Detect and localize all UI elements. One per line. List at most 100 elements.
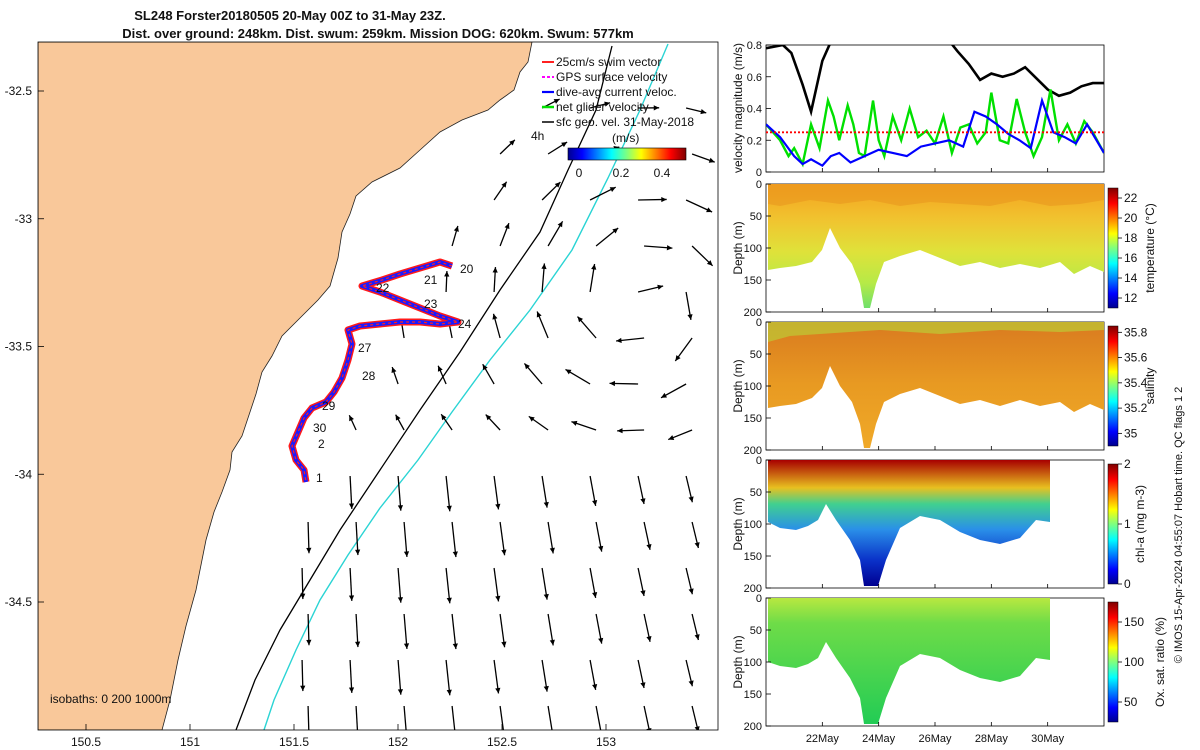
velocity-arrowhead bbox=[706, 260, 713, 266]
temperature-ticks: 0 50 100 150 200 12 14 16 18 20 22 bbox=[744, 179, 1138, 319]
velocity-arrow bbox=[499, 613, 506, 648]
velocity-arrowhead bbox=[653, 105, 660, 111]
oxygen-section bbox=[768, 598, 1050, 724]
date-tick: 24May bbox=[862, 733, 896, 745]
velocity-arrow bbox=[355, 521, 359, 556]
velocity-arrowhead bbox=[541, 263, 547, 270]
depth-tick: 150 bbox=[744, 413, 762, 425]
velocity-arrowhead bbox=[612, 228, 619, 234]
depth-tick: 50 bbox=[750, 349, 762, 361]
velocity-arrowhead bbox=[306, 547, 312, 554]
cbar-tick: 150 bbox=[1124, 615, 1144, 629]
depth-tick: 0 bbox=[756, 455, 762, 467]
figure-title-line1: SL248 Forster20180505 20-May 00Z to 31-M… bbox=[134, 8, 445, 23]
velocity-arrowhead bbox=[397, 505, 404, 511]
isobath-200m bbox=[235, 45, 613, 730]
map-lon-tick: 150.5 bbox=[71, 735, 101, 749]
velocity-arrowhead bbox=[536, 311, 542, 318]
track-day-label: 2 bbox=[318, 437, 325, 451]
cbar-tick: 35 bbox=[1124, 426, 1138, 440]
velocity-arrow bbox=[307, 705, 310, 730]
depth-tick: 150 bbox=[744, 689, 762, 701]
salinity-ticks: 0 50 100 150 200 35 35.2 35.4 35.6 35.8 bbox=[744, 317, 1148, 457]
figure-title-line2: Dist. over ground: 248km. Dist. swum: 25… bbox=[122, 26, 634, 41]
chla-panel: 0 50 100 150 200 0 1 2 Depth (m) chl-a (mg m-3) bbox=[731, 455, 1147, 595]
cbar-tick: 18 bbox=[1124, 231, 1138, 245]
velocity-arrowhead bbox=[565, 369, 572, 375]
velocity-arrowhead bbox=[549, 639, 555, 646]
velocity-arrowhead bbox=[355, 549, 361, 556]
temperature-ylabel: Depth (m) bbox=[731, 221, 745, 274]
velocity-arrowhead bbox=[688, 588, 694, 595]
legend-4h-label: 4h bbox=[531, 129, 544, 143]
map-lon-tick: 151.5 bbox=[279, 735, 309, 749]
velocity-arrowhead bbox=[646, 635, 652, 642]
velocity-arrowhead bbox=[592, 500, 598, 506]
velocity-arrowhead bbox=[495, 503, 501, 510]
legend-swim-vector: 25cm/s swim vector bbox=[556, 55, 661, 69]
velocity-y-tick: 0.4 bbox=[747, 104, 762, 116]
velocity-arrowhead bbox=[397, 689, 404, 695]
velocity-arrowhead bbox=[528, 416, 535, 422]
velocity-arrowhead bbox=[355, 641, 361, 648]
chla-cbar-label: chl-a (mg m-3) bbox=[1133, 485, 1147, 563]
salinity-ylabel: Depth (m) bbox=[731, 359, 745, 412]
velocity-y-tick: 0 bbox=[756, 167, 762, 179]
velocity-arrowhead bbox=[609, 380, 615, 387]
depth-tick: 200 bbox=[744, 583, 762, 595]
depth-tick: 0 bbox=[756, 317, 762, 329]
velocity-arrow bbox=[355, 613, 359, 648]
depth-tick: 100 bbox=[744, 519, 762, 531]
velocity-arrowhead bbox=[687, 314, 693, 320]
colorbar-tick-0: 0 bbox=[576, 166, 583, 180]
velocity-arrowhead bbox=[501, 181, 507, 188]
track-day-label: 29 bbox=[322, 399, 336, 413]
cbar-tick: 35.6 bbox=[1124, 351, 1148, 365]
colorbar-tick-2: 0.4 bbox=[654, 166, 671, 180]
velocity-arrowhead bbox=[452, 643, 458, 650]
velocity-arrow bbox=[547, 705, 553, 730]
velocity-arrowhead bbox=[543, 593, 549, 600]
map-axis-ticks: 150.5 151 151.5 152 152.5 153 -32.5 -33 -33.5 -34… bbox=[5, 84, 617, 749]
cbar-tick: 100 bbox=[1124, 655, 1144, 669]
velocity-arrowhead bbox=[453, 225, 459, 232]
cbar-tick: 0 bbox=[1124, 577, 1131, 591]
cbar-tick: 16 bbox=[1124, 251, 1138, 265]
date-tick: 22May bbox=[806, 733, 840, 745]
velocity-arrow bbox=[445, 475, 451, 512]
cbar-tick: 20 bbox=[1124, 211, 1138, 225]
velocity-arrowhead bbox=[550, 732, 555, 738]
depth-tick: 50 bbox=[750, 625, 762, 637]
velocity-arrow bbox=[499, 521, 506, 556]
velocity-arrowhead bbox=[348, 687, 355, 693]
date-tick: 28May bbox=[975, 733, 1009, 745]
velocity-arrowhead bbox=[444, 271, 450, 277]
velocity-y-tick: 0.2 bbox=[747, 135, 762, 147]
salinity-cbar-label: salinity bbox=[1143, 368, 1157, 405]
velocity-series bbox=[766, 45, 1104, 168]
depth-tick: 200 bbox=[744, 721, 762, 733]
velocity-arrowhead bbox=[688, 680, 694, 687]
cbar-tick: 35.2 bbox=[1124, 401, 1148, 415]
velocity-arrowhead bbox=[598, 545, 604, 552]
velocity-arrowhead bbox=[348, 595, 355, 601]
velocity-arrowhead bbox=[694, 542, 700, 548]
velocity-arrowhead bbox=[549, 547, 555, 554]
track-day-label: 30 bbox=[313, 421, 327, 435]
temperature-cbar-label: temperature (°C) bbox=[1143, 203, 1157, 293]
velocity-arrowhead bbox=[609, 187, 616, 192]
map-frame bbox=[37, 41, 719, 731]
velocity-arrowhead bbox=[300, 593, 306, 600]
track-day-label: 20 bbox=[460, 262, 474, 276]
track-day-label: 21 bbox=[424, 273, 438, 287]
colorbar-tick-1: 0.2 bbox=[613, 166, 630, 180]
depth-tick: 0 bbox=[756, 593, 762, 605]
velocity-arrowhead bbox=[561, 142, 568, 148]
velocity-arrowhead bbox=[452, 551, 458, 558]
velocity-arrowhead bbox=[495, 687, 501, 694]
velocity-arrowhead bbox=[403, 551, 410, 557]
velocity-arrow bbox=[493, 475, 500, 510]
velocity-arrowhead bbox=[604, 101, 611, 107]
